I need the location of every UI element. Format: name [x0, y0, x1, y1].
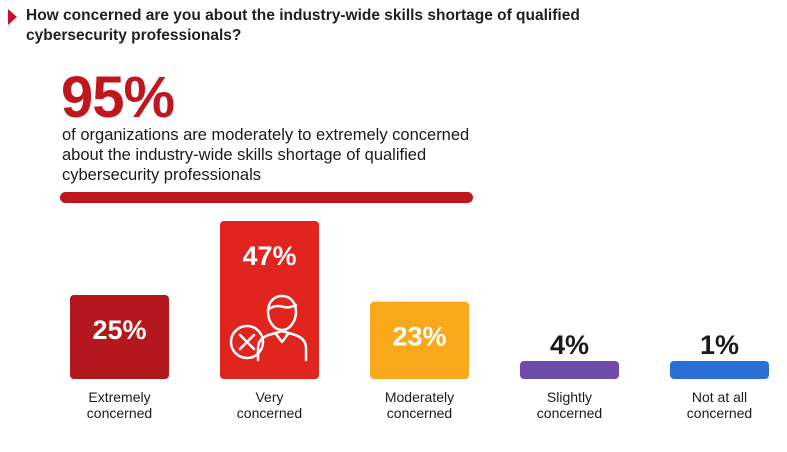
bar-value-label-0: 25% [92, 315, 146, 345]
bar-3 [520, 361, 619, 379]
bar-4 [670, 361, 769, 379]
headline-underline [60, 192, 473, 203]
bar-value-label-3: 4% [550, 330, 589, 360]
question-marker [8, 9, 17, 25]
category-label-3-line-0: Slightly [547, 389, 592, 405]
question-title: How concerned are you about the industry… [26, 7, 580, 44]
category-label-4-line-0: Not at all [692, 389, 747, 405]
person-x-icon [229, 294, 308, 362]
category-label-1-line-1: concerned [237, 405, 302, 421]
bar-value-label-2: 23% [392, 322, 446, 352]
bar-value-label-4: 1% [700, 330, 739, 360]
headline-description: of organizations are moderately to extre… [62, 126, 470, 184]
headline-stat: 95% [61, 65, 175, 130]
category-label-4-line-1: concerned [687, 405, 752, 421]
category-label-0-line-0: Extremely [88, 389, 150, 405]
bar-2 [370, 301, 469, 379]
category-label-3-line-1: concerned [537, 405, 602, 421]
category-label-1-line-0: Very [255, 389, 283, 405]
bar-value-label-1: 47% [242, 241, 296, 271]
category-label-2-line-0: Moderately [385, 389, 454, 405]
category-label-2-line-1: concerned [387, 405, 452, 421]
category-label-0-line-1: concerned [87, 405, 152, 421]
bar-0 [70, 294, 169, 379]
